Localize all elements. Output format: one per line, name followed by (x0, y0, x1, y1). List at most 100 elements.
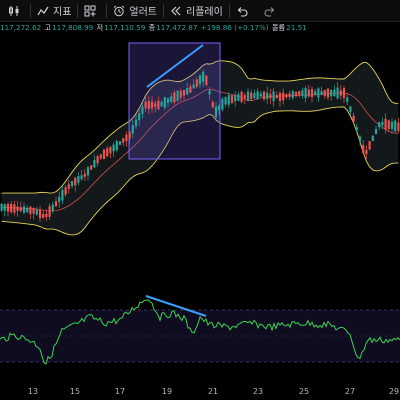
candle-body (336, 87, 339, 99)
candle-body (90, 165, 93, 170)
volume-value: 21.51 (286, 23, 307, 32)
high-label: 고 (44, 23, 52, 32)
candle-body (138, 113, 141, 121)
price-chart[interactable] (0, 35, 400, 385)
candle-body (70, 181, 74, 187)
candle-body (154, 103, 157, 107)
candle-body (134, 119, 138, 127)
candle-body (32, 207, 35, 214)
candle-body (186, 87, 189, 95)
time-axis-tick: 27 (344, 387, 356, 396)
candle-body (339, 90, 342, 96)
candle-body (307, 89, 310, 97)
time-axis-tick: 13 (27, 387, 39, 396)
candle-body (93, 160, 96, 168)
candle-body (48, 206, 51, 217)
candle-body (285, 94, 288, 98)
time-axis-tick: 17 (114, 387, 126, 396)
candle-body (170, 96, 173, 102)
candle-body (320, 91, 323, 95)
candle-body (42, 213, 45, 218)
candle-body (6, 203, 10, 212)
ohlc-legend: 117,272.62 고117,808.99 저117,110.59 종117,… (0, 23, 400, 35)
candle-body (384, 118, 387, 130)
candle-body (80, 175, 83, 180)
candle-body (115, 141, 118, 150)
candle-body (282, 92, 285, 101)
time-axis-tick: 19 (161, 387, 173, 396)
indicators-button[interactable]: 지표 (31, 0, 77, 22)
candle-body (304, 87, 307, 99)
replay-label: 리플레이 (186, 7, 223, 18)
candle-body (147, 100, 150, 110)
candle-body (64, 187, 67, 195)
time-axis-tick: 15 (69, 387, 81, 396)
alert-button[interactable]: 얼러트 (107, 0, 163, 22)
undo-button[interactable] (230, 0, 258, 22)
volume-label: 볼륨 (271, 23, 286, 32)
candle-body (205, 75, 208, 86)
candle-body (38, 210, 42, 218)
indicators-label: 지표 (53, 7, 72, 18)
time-axis-tick: 29 (388, 387, 400, 396)
time-axis[interactable]: 13 15 17 19 21 23 25 27 29 (0, 385, 400, 400)
candle-body (224, 97, 227, 105)
candle-body (128, 131, 131, 139)
candle-body (323, 89, 326, 97)
candle-body (288, 93, 291, 97)
price-pane[interactable] (0, 42, 400, 236)
candle-body (195, 79, 198, 87)
candle-body (118, 141, 122, 145)
candle-body (355, 127, 358, 131)
toolbar-divider (30, 3, 31, 18)
candle-body (387, 120, 390, 130)
candle-body (314, 91, 317, 95)
toolbar-divider (77, 3, 79, 18)
low-value: 117,110.59 (104, 23, 146, 32)
candle-body (131, 125, 134, 134)
candle-body (3, 204, 6, 211)
candle-body (22, 206, 26, 213)
candle-body (243, 94, 246, 99)
candle-body (326, 88, 330, 98)
candle-body (310, 89, 314, 97)
candle-body (317, 88, 320, 98)
replay-icon (170, 5, 182, 17)
candle-body (259, 93, 262, 97)
candle-body (54, 201, 58, 207)
chart-type-button[interactable] (2, 0, 30, 22)
candle-body (237, 94, 240, 101)
candle-body (269, 93, 272, 99)
candle-body (67, 184, 70, 189)
candle-body (0, 203, 3, 211)
candle-body (96, 156, 99, 164)
low-label: 저 (96, 23, 104, 32)
candle-body (390, 121, 394, 129)
candle-body (163, 97, 166, 108)
candle-body (192, 84, 195, 89)
candle-body (227, 95, 230, 105)
rsi-line (0, 299, 400, 365)
rsi-pane[interactable] (0, 295, 400, 365)
layout-button[interactable] (78, 0, 106, 22)
candle-body (182, 89, 186, 96)
candle-body (179, 90, 182, 98)
candle-body (83, 173, 86, 177)
candle-body (240, 91, 243, 102)
replay-button[interactable]: 리플레이 (164, 0, 229, 22)
redo-button[interactable] (258, 0, 286, 22)
candle-body (234, 95, 237, 102)
candle-body (13, 204, 16, 213)
bollinger-upper-line (1, 60, 399, 194)
candle-body (26, 207, 29, 213)
candle-body (58, 196, 61, 202)
candle-body (99, 154, 102, 159)
time-axis-tick: 21 (207, 387, 219, 396)
candle-body (330, 89, 333, 97)
alarm-clock-icon (113, 5, 125, 17)
candle-body (211, 102, 214, 108)
candle-body (221, 98, 224, 110)
candle-body (112, 144, 115, 152)
high-value: 117,808.99 (52, 23, 94, 32)
toolbar-divider (106, 3, 108, 18)
